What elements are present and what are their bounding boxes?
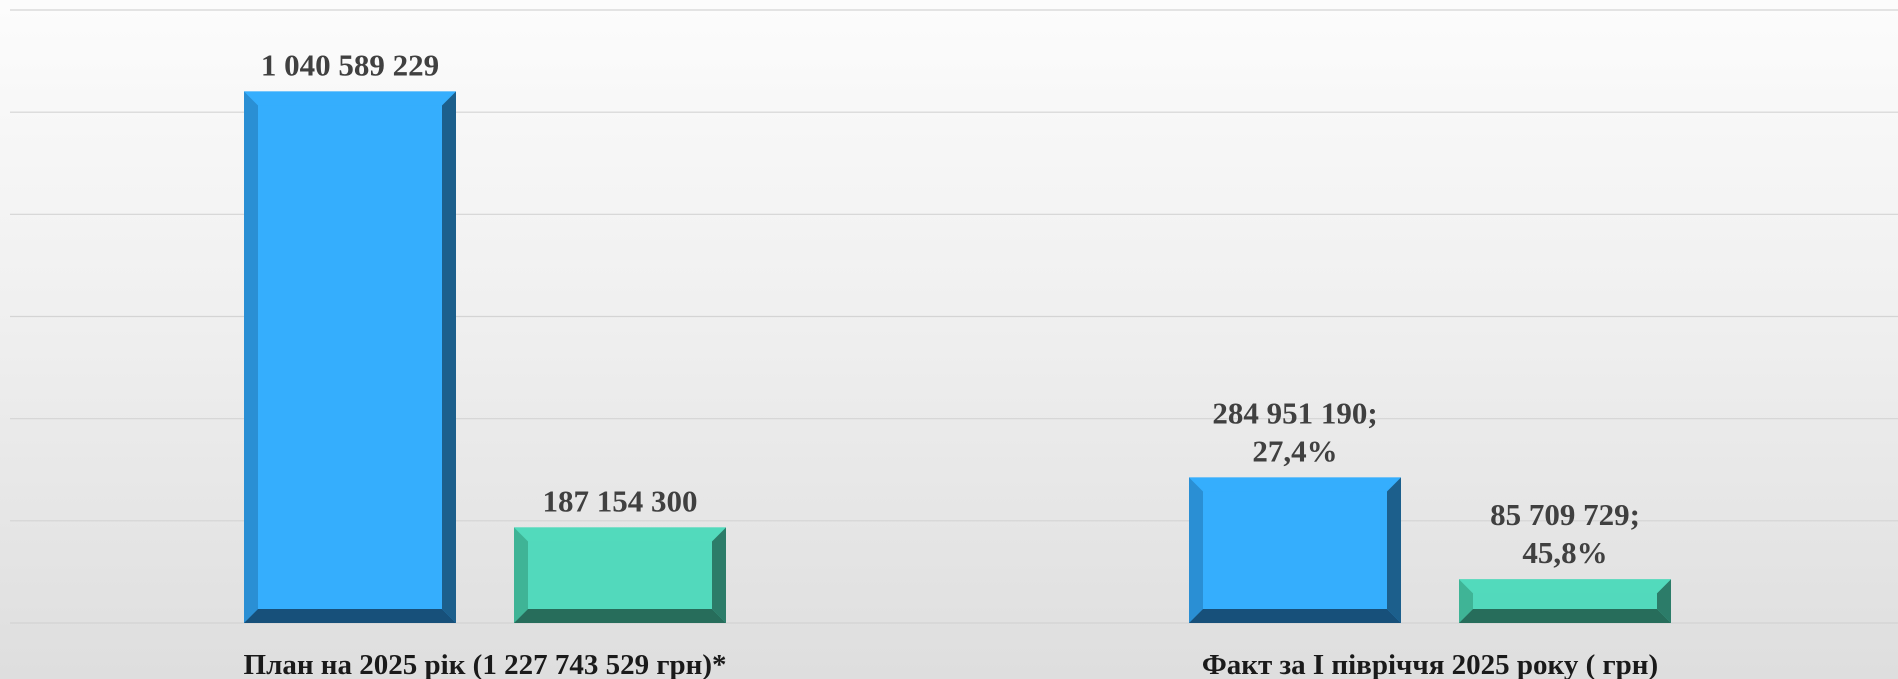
bar-bevel-left [1189, 477, 1203, 623]
data-label-line: 187 154 300 [543, 483, 698, 518]
bar-bevel-top [244, 91, 456, 106]
data-label: 284 951 190; 27,4% [1212, 395, 1377, 468]
bar-bevel-top [514, 527, 726, 542]
bar-face [514, 527, 726, 623]
bar-bevel-left [244, 91, 258, 624]
bar-bevel-right [712, 527, 726, 623]
bar-bevel-bottom [1459, 609, 1671, 623]
bar [244, 91, 456, 624]
bar-bevel-bottom [1189, 609, 1401, 623]
bar-bevel-bottom [244, 609, 456, 623]
data-label-line: 27,4% [1252, 433, 1337, 468]
bar-bevel-bottom [514, 609, 726, 623]
bar-bevel-left [514, 527, 528, 623]
data-label: 1 040 589 229 [261, 47, 439, 82]
bar [1189, 477, 1401, 623]
bar-bevel-left [1459, 579, 1473, 623]
bar [1459, 579, 1671, 623]
category-label: Факт за І півріччя 2025 року ( грн) [1202, 649, 1658, 679]
bar-bevel-top [1459, 579, 1671, 594]
bar [514, 527, 726, 623]
data-label: 85 709 729; 45,8% [1490, 497, 1640, 570]
bar-bevel-right [1387, 477, 1401, 623]
bar-face [1189, 477, 1401, 623]
bar-face [244, 91, 456, 624]
data-label-line: 1 040 589 229 [261, 47, 439, 82]
data-label-line: 85 709 729; [1490, 497, 1640, 532]
data-label-line: 45,8% [1522, 535, 1607, 570]
category-label: План на 2025 рік (1 227 743 529 грн)* [244, 649, 727, 679]
data-label-line: 284 951 190; [1212, 395, 1377, 430]
bar-bevel-right [442, 91, 456, 624]
bar-bevel-top [1189, 477, 1401, 492]
data-label: 187 154 300 [543, 483, 698, 518]
bar-bevel-right [1657, 579, 1671, 623]
